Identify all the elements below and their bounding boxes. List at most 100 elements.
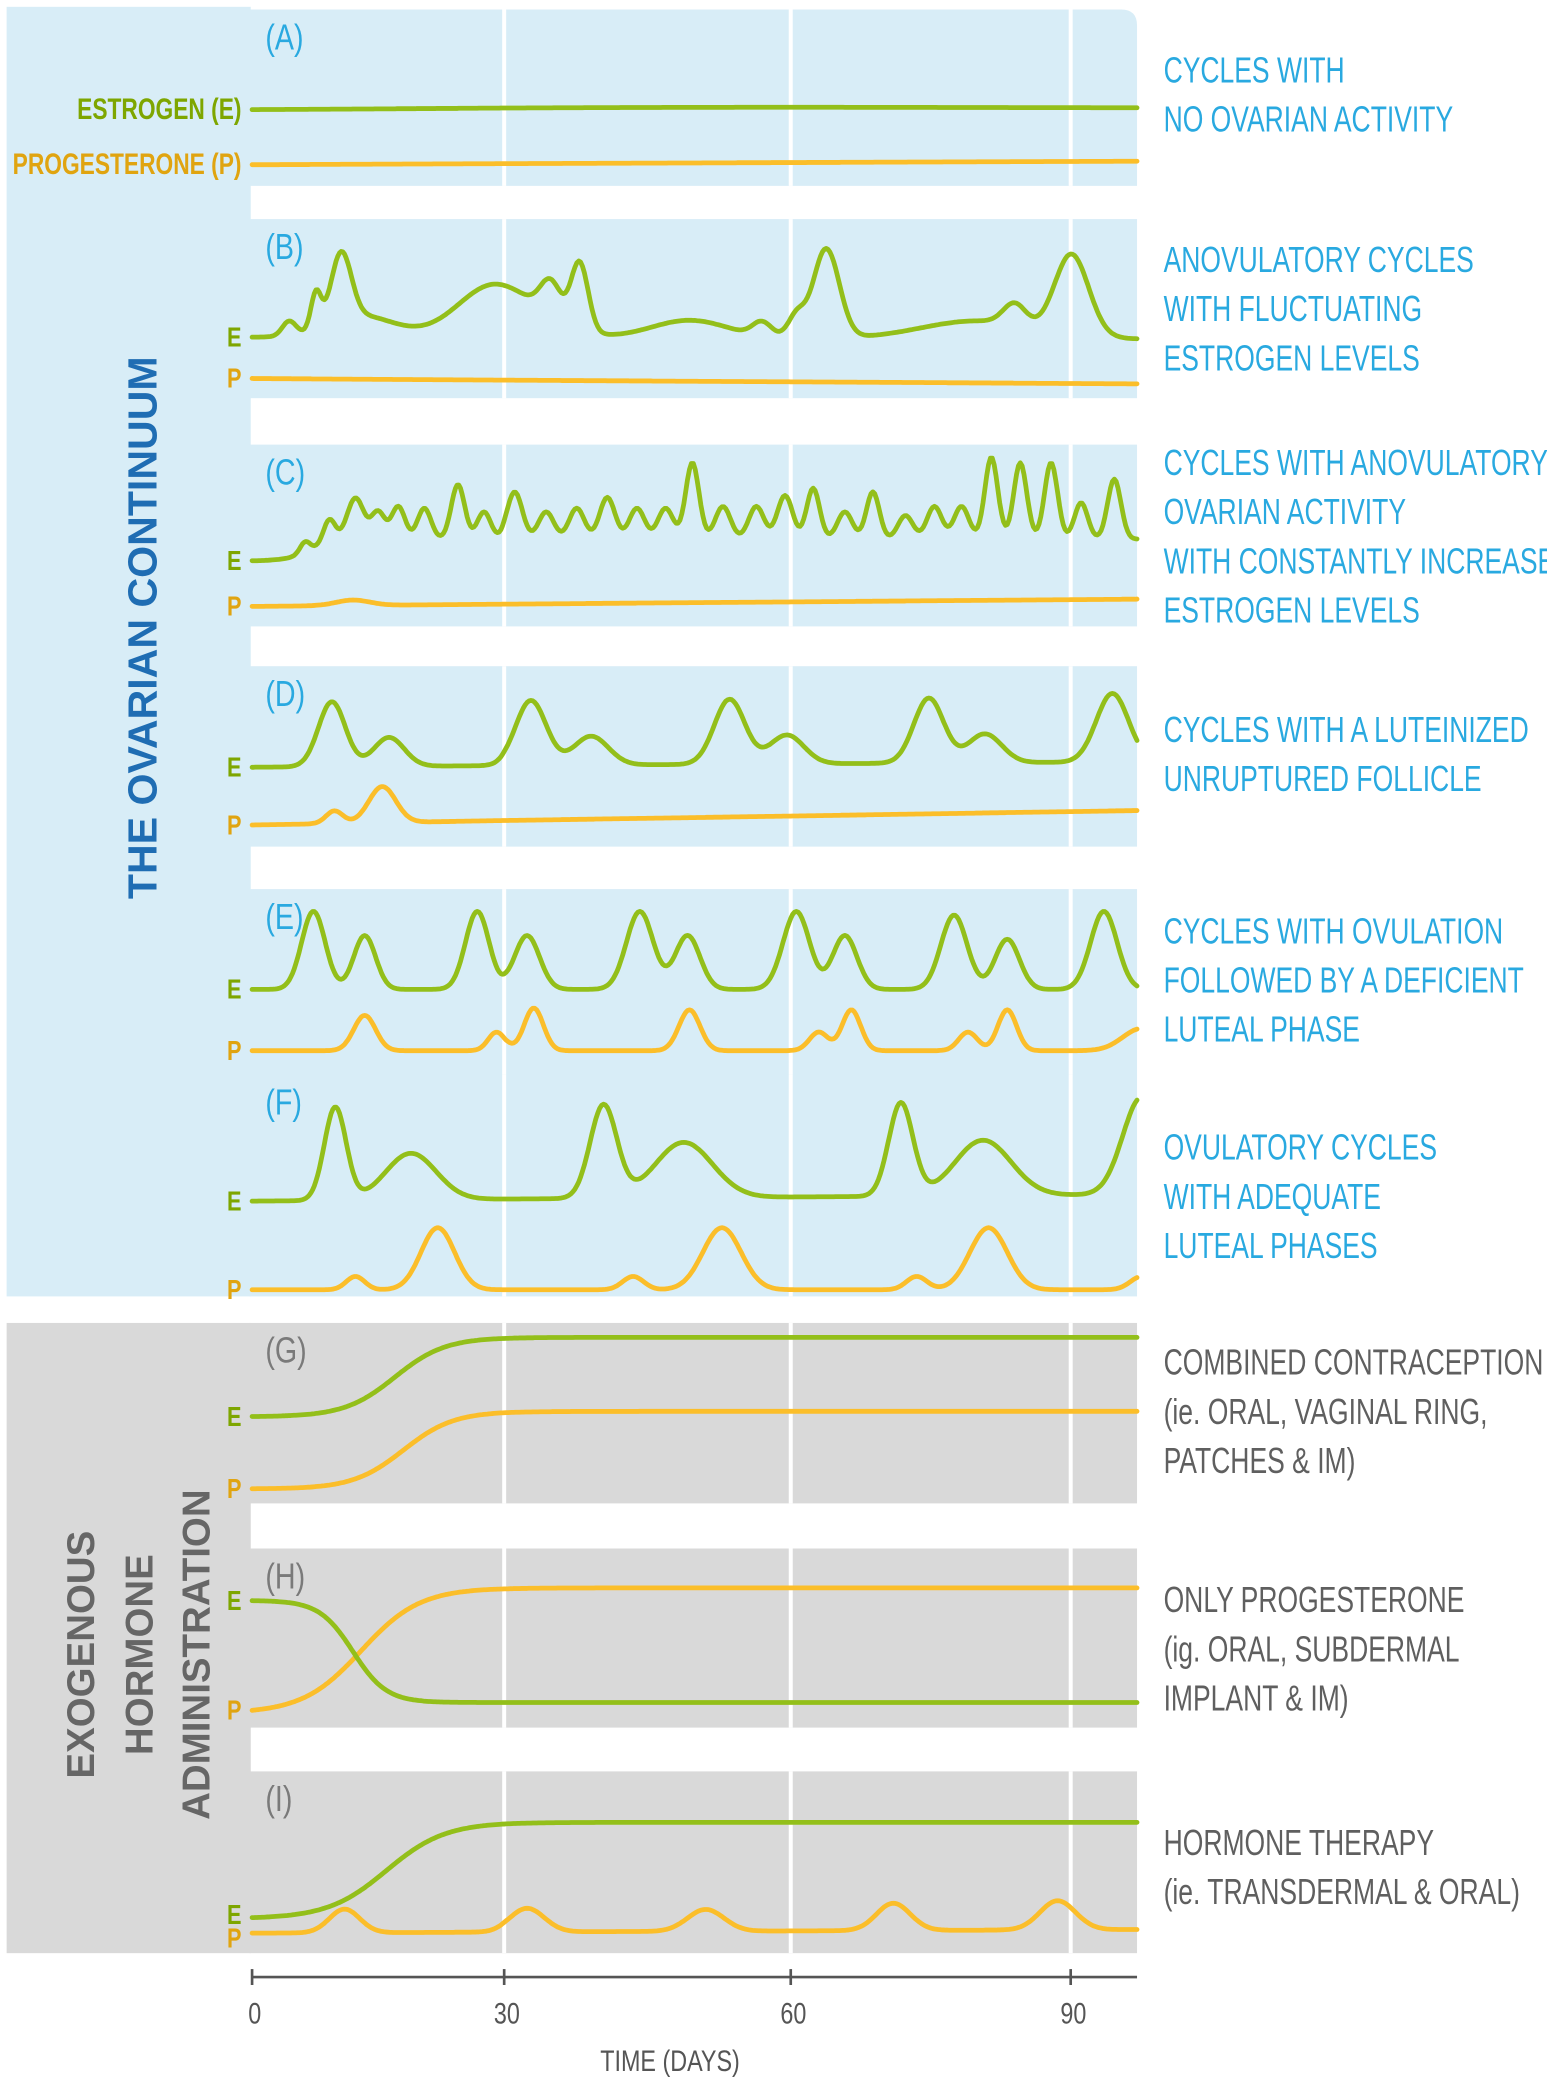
panel-background xyxy=(249,889,1138,1077)
panel-labels: (A) ESTROGEN (E) PROGESTERONE (P) CYCLES WI… xyxy=(13,17,1547,1954)
progesterone-label: P xyxy=(227,1275,241,1306)
panel-letter-group: (G) xyxy=(265,1331,306,1371)
description-line: CYCLES WITH A LUTEINIZED xyxy=(1164,709,1529,750)
estrogen-label: E xyxy=(227,1401,241,1432)
progesterone-label-group: P xyxy=(227,1923,241,1954)
estrogen-curve xyxy=(249,104,1140,113)
description-line: OVULATORY CYCLES xyxy=(1164,1127,1437,1168)
description-line: WITH CONSTANTLY INCREASED xyxy=(1164,540,1547,581)
estrogen-curve xyxy=(249,908,1140,992)
panel-letter-group: (H) xyxy=(265,1556,305,1596)
progesterone-label-group: P xyxy=(227,1035,241,1066)
x-tick-label: 90 xyxy=(1060,1997,1086,2030)
description-line: (ig. ORAL, SUBDERMAL xyxy=(1164,1628,1460,1669)
panel-description: CYCLES WITH A LUTEINIZED UNRUPTURED FOLLI… xyxy=(1164,709,1529,799)
estrogen-label: E xyxy=(227,1186,241,1217)
progesterone-label: PROGESTERONE (P) xyxy=(13,147,242,180)
description-line: (ie. ORAL, VAGINAL RING, xyxy=(1164,1391,1488,1432)
exogenous-title: EXOGENOUS HORMONE ADMINISTRATION xyxy=(60,1489,218,1820)
estrogen-curve xyxy=(249,1598,1140,1705)
estrogen-label: E xyxy=(227,1585,241,1616)
estrogen-curve xyxy=(249,246,1140,342)
progesterone-label: P xyxy=(227,591,241,622)
panel-letter-group: (I) xyxy=(265,1779,292,1819)
panel-description: ANOVULATORY CYCLES WITH FLUCTUATING ESTROG… xyxy=(1164,239,1474,378)
progesterone-label: P xyxy=(227,1923,241,1954)
ovarian-continuum-title: THE OVARIAN CONTINUUM xyxy=(120,356,166,899)
progesterone-curve xyxy=(249,1005,1140,1054)
progesterone-label-group: P xyxy=(227,1474,241,1505)
x-axis: 0 30 60 90 TIME (DAYS) xyxy=(248,1969,1138,2078)
progesterone-curve xyxy=(249,1408,1140,1492)
x-axis-ticks: 0 30 60 90 xyxy=(248,1969,1086,2030)
description-line: COMBINED CONTRACEPTION xyxy=(1164,1342,1544,1383)
panel-description: OVULATORY CYCLES WITH ADEQUATE LUTEAL PHAS… xyxy=(1164,1127,1437,1266)
panel-description: CYCLES WITH OVULATION FOLLOWED BY A DEFIC… xyxy=(1164,911,1524,1050)
panel-letter-group: (D) xyxy=(265,674,305,714)
panel-letter-group: (A) xyxy=(265,17,303,57)
description-line: CYCLES WITH OVULATION xyxy=(1164,911,1504,952)
panel-letter: (G) xyxy=(265,1331,306,1371)
progesterone-curve xyxy=(249,158,1140,168)
estrogen-label-group: E xyxy=(227,1900,241,1931)
description-line: NO OVARIAN ACTIVITY xyxy=(1164,99,1454,140)
estrogen-curve xyxy=(249,1335,1140,1419)
description-line: ESTROGEN LEVELS xyxy=(1164,589,1420,630)
x-tick-label: 0 xyxy=(248,1997,261,2030)
estrogen-label-group: E xyxy=(227,545,241,576)
progesterone-label-group: P xyxy=(227,1275,241,1306)
estrogen-label-group: E xyxy=(227,752,241,783)
description-line: IMPLANT & IM) xyxy=(1164,1677,1349,1718)
description-line: LUTEAL PHASE xyxy=(1164,1009,1360,1050)
estrogen-label: E xyxy=(227,752,241,783)
panel-letter: (D) xyxy=(265,674,305,714)
progesterone-label: P xyxy=(227,1035,241,1066)
panel-description: ONLY PROGESTERONE (ig. ORAL, SUBDERMAL IMP… xyxy=(1164,1579,1465,1718)
panel-description: COMBINED CONTRACEPTION (ie. ORAL, VAGINAL… xyxy=(1164,1342,1544,1481)
progesterone-label: P xyxy=(227,363,241,394)
estrogen-curve xyxy=(249,455,1140,564)
x-axis-label: TIME (DAYS) xyxy=(600,2045,740,2078)
exogenous-section-background xyxy=(6,1322,251,1954)
panel-letter: (F) xyxy=(265,1083,302,1123)
description-line: LUTEAL PHASES xyxy=(1164,1225,1378,1266)
progesterone-label-group: P xyxy=(227,363,241,394)
progesterone-label-group: P xyxy=(227,1695,241,1726)
panel-background xyxy=(249,1074,1138,1297)
x-tick-label-group: 30 xyxy=(494,1997,520,2030)
description-line: CYCLES WITH ANOVULATORY xyxy=(1164,442,1547,483)
progesterone-curve xyxy=(249,1585,1140,1713)
panel-background xyxy=(249,219,1138,399)
estrogen-label-group: E xyxy=(227,1186,241,1217)
description-line: HORMONE THERAPY xyxy=(1164,1822,1434,1863)
estrogen-label-group: E xyxy=(227,322,241,353)
description-line: ANOVULATORY CYCLES xyxy=(1164,239,1474,280)
estrogen-curve xyxy=(249,691,1140,770)
description-line: WITH ADEQUATE xyxy=(1164,1176,1381,1217)
panel-letter: (E) xyxy=(265,897,303,937)
panel-letter: (I) xyxy=(265,1779,292,1819)
panel-description: HORMONE THERAPY (ie. TRANSDERMAL & ORAL) xyxy=(1164,1822,1520,1912)
progesterone-label-group: P xyxy=(227,810,241,841)
estrogen-curve xyxy=(249,1819,1140,1920)
estrogen-label: ESTROGEN (E) xyxy=(77,92,241,125)
panel-background xyxy=(249,9,1138,186)
exogenous-title-line: HORMONE xyxy=(119,1554,162,1755)
progesterone-curve xyxy=(249,596,1140,609)
description-line: PATCHES & IM) xyxy=(1164,1440,1356,1481)
description-line: OVARIAN ACTIVITY xyxy=(1164,491,1406,532)
x-tick-label: 30 xyxy=(494,1997,520,2030)
ovarian-section-background xyxy=(6,6,251,1297)
progesterone-curve xyxy=(249,376,1140,387)
estrogen-label-group: E xyxy=(227,974,241,1005)
progesterone-curve xyxy=(249,784,1140,828)
x-tick-label-group: 0 xyxy=(248,1997,261,2030)
description-line: FOLLOWED BY A DEFICIENT xyxy=(1164,960,1524,1001)
panel-letter-group: (E) xyxy=(265,897,303,937)
description-line: ESTROGEN LEVELS xyxy=(1164,337,1420,378)
description-line: ONLY PROGESTERONE xyxy=(1164,1579,1465,1620)
estrogen-label: E xyxy=(227,545,241,576)
progesterone-label-group: P xyxy=(227,591,241,622)
description-line: UNRUPTURED FOLLICLE xyxy=(1164,758,1482,799)
